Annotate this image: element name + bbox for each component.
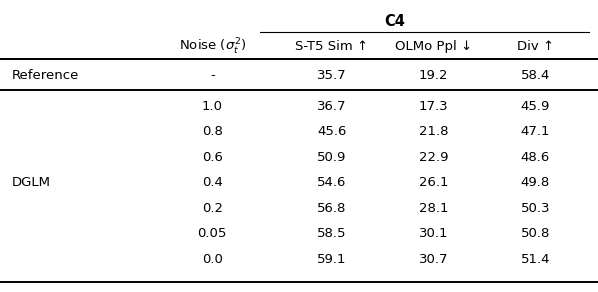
Text: 35.7: 35.7 [317,69,347,82]
Text: 0.6: 0.6 [202,151,222,164]
Text: 54.6: 54.6 [317,176,347,189]
Text: 0.05: 0.05 [197,227,227,240]
Text: C4: C4 [385,14,405,29]
Text: Div ↑: Div ↑ [517,40,554,53]
Text: 1.0: 1.0 [202,100,223,113]
Text: 45.9: 45.9 [520,100,550,113]
Text: 22.9: 22.9 [419,151,448,164]
Text: 28.1: 28.1 [419,202,448,215]
Text: 51.4: 51.4 [520,253,550,265]
Text: 45.6: 45.6 [317,126,347,138]
Text: 30.7: 30.7 [419,253,448,265]
Text: 56.8: 56.8 [317,202,347,215]
Text: 49.8: 49.8 [521,176,550,189]
Text: 0.4: 0.4 [202,176,222,189]
Text: 26.1: 26.1 [419,176,448,189]
Text: 47.1: 47.1 [520,126,550,138]
Text: Noise ($\sigma_t^2$): Noise ($\sigma_t^2$) [179,37,246,57]
Text: 58.5: 58.5 [317,227,347,240]
Text: 21.8: 21.8 [419,126,448,138]
Text: 48.6: 48.6 [521,151,550,164]
Text: 17.3: 17.3 [419,100,448,113]
Text: 30.1: 30.1 [419,227,448,240]
Text: S-T5 Sim ↑: S-T5 Sim ↑ [295,40,368,53]
Text: 19.2: 19.2 [419,69,448,82]
Text: DGLM: DGLM [12,176,51,189]
Text: 0.8: 0.8 [202,126,222,138]
Text: -: - [210,69,215,82]
Text: 0.0: 0.0 [202,253,222,265]
Text: 50.3: 50.3 [520,202,550,215]
Text: 50.8: 50.8 [520,227,550,240]
Text: Reference: Reference [12,69,80,82]
Text: 50.9: 50.9 [317,151,347,164]
Text: 59.1: 59.1 [317,253,347,265]
Text: 36.7: 36.7 [317,100,347,113]
Text: 0.2: 0.2 [202,202,223,215]
Text: 58.4: 58.4 [520,69,550,82]
Text: OLMo Ppl ↓: OLMo Ppl ↓ [395,40,472,53]
